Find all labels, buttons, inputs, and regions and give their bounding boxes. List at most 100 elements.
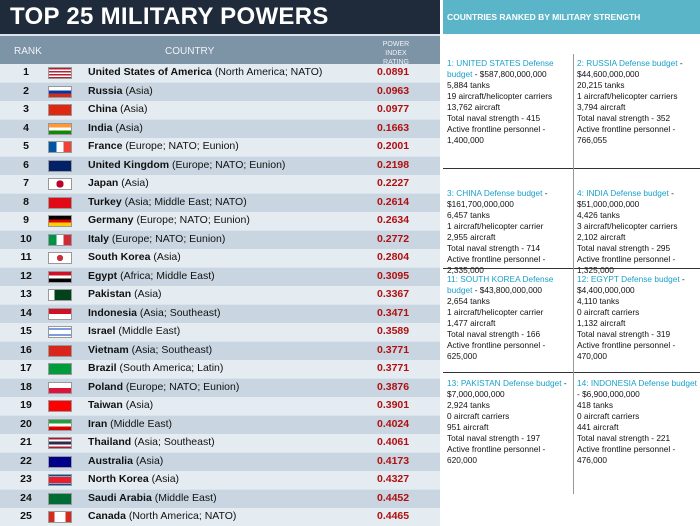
country-name: Vietnam (Asia; Southeast) (88, 343, 213, 356)
table-row: 24 Saudi Arabia (Middle East) 0.4452 (0, 489, 440, 508)
rank-number: 13 (20, 288, 32, 300)
flag-icon (48, 400, 72, 412)
flag-icon (48, 326, 72, 338)
table-row: 12 Egypt (Africa; Middle East) 0.3095 (0, 267, 440, 286)
card-stat: Active frontline personnel - (577, 340, 676, 350)
divider (443, 372, 700, 373)
card-stat: 19 aircraft/helicopter carriers (447, 91, 553, 101)
flag-icon (48, 122, 72, 135)
card-stat: 3,794 aircraft (577, 102, 626, 112)
country-name: Germany (Europe; NATO; Eunion) (88, 214, 250, 226)
rank-number: 2 (23, 84, 29, 97)
card-stat: 5,884 tanks (447, 80, 490, 90)
rank-number: 6 (23, 158, 29, 171)
table-row: 1 United States of America (North America… (0, 64, 440, 82)
card-stat: Total naval strength - 221 (577, 433, 671, 443)
country-name: Israel (Middle East) (88, 325, 181, 337)
flag-icon (48, 104, 72, 116)
card-stat: Active frontline personnel - (577, 124, 676, 134)
card-stat: 1 aircraft/helicopter carriers (577, 91, 678, 101)
rank-number: 21 (20, 436, 32, 448)
card-stat: Active frontline personnel - (447, 254, 546, 264)
card-stat: Total naval strength - 415 (447, 113, 541, 123)
flag-icon (48, 418, 72, 431)
rank-number: 19 (20, 399, 32, 411)
flag-icon (48, 307, 72, 320)
power-index-value: 0.0891 (377, 66, 410, 78)
country-name: United States of America (North America;… (88, 66, 323, 78)
card-heading: 1: UNITED STATES Defense budget - $587,8… (447, 58, 554, 79)
country-name: China (Asia) (88, 103, 148, 115)
card-stat: 620,000 (447, 455, 477, 465)
power-index-value: 0.3876 (377, 380, 410, 393)
table-row: 3 China (Asia) 0.0977 (0, 101, 440, 119)
flag-icon (48, 159, 72, 172)
table-row: 18 Poland (Europe; NATO; Eunion) 0.3876 (0, 378, 440, 397)
card-stat: 3 aircraft/helicopter carriers (577, 221, 678, 231)
card-stat: 1 aircraft/helicopter carrier (447, 221, 544, 231)
country-name: Taiwan (Asia) (88, 399, 154, 411)
card-stat: 1,477 aircraft (447, 318, 496, 328)
table-row: 4 India (Asia) 0.1663 (0, 119, 440, 138)
card-stat: Active frontline personnel - (447, 340, 546, 350)
card-stat: Total naval strength - 319 (577, 329, 671, 339)
card-stat: 1 aircraft/helicopter carrier (447, 307, 544, 317)
countries-detail-panel: COUNTRIES RANKED BY MILITARY STRENGTH 1:… (443, 0, 700, 500)
card-stat: 951 aircraft (447, 422, 489, 432)
card-stat: 0 aircraft carriers (577, 411, 640, 421)
country-card: 11: SOUTH KOREA Defense budget - $43,800… (447, 274, 571, 362)
table-row: 10 Italy (Europe; NATO; Eunion) 0.2772 (0, 230, 440, 249)
power-index-value: 0.2001 (377, 140, 410, 152)
card-stat: Total naval strength - 166 (447, 329, 541, 339)
power-index-value: 0.3771 (377, 343, 410, 356)
power-index-value: 0.3095 (377, 269, 410, 282)
power-index-value: 0.4465 (377, 510, 410, 522)
country-name: France (Europe; NATO; Eunion) (88, 140, 239, 152)
rank-number: 3 (23, 103, 29, 115)
detail-title: COUNTRIES RANKED BY MILITARY STRENGTH (443, 0, 700, 34)
country-card: 14: INDONESIA Defense budget - $6,900,00… (577, 378, 700, 466)
page-title: TOP 25 MILITARY POWERS (0, 0, 440, 34)
card-stat: Active frontline personnel - (447, 124, 546, 134)
table-row: 6 United Kingdom (Europe; NATO; Eunion) 0.… (0, 156, 440, 175)
rank-number: 5 (23, 140, 29, 152)
rank-number: 20 (20, 417, 32, 430)
country-name: Japan (Asia) (88, 177, 149, 189)
table-row: 22 Australia (Asia) 0.4173 (0, 452, 440, 471)
table-row: 21 Thailand (Asia; Southeast) 0.4061 (0, 434, 440, 452)
country-name: South Korea (Asia) (88, 251, 181, 263)
table-row: 13 Pakistan (Asia) 0.3367 (0, 286, 440, 304)
divider (443, 168, 700, 169)
card-stat: 418 tanks (577, 400, 613, 410)
power-index-value: 0.2804 (377, 251, 410, 263)
rank-number: 23 (20, 473, 32, 485)
table-row: 9 Germany (Europe; NATO; Eunion) 0.2634 (0, 212, 440, 230)
card-stat: Active frontline personnel - (447, 444, 546, 454)
table-row: 15 Israel (Middle East) 0.3589 (0, 323, 440, 341)
card-heading: 4: INDIA Defense budget - $51,000,000,00… (577, 188, 674, 209)
power-index-value: 0.2614 (377, 195, 410, 208)
card-heading: 12: EGYPT Defense budget - $4,400,000,00… (577, 274, 685, 295)
card-stat: 1,400,000 (447, 135, 484, 145)
flag-icon (48, 270, 72, 283)
rank-number: 8 (23, 195, 29, 208)
country-card: 12: EGYPT Defense budget - $4,400,000,00… (577, 274, 700, 362)
power-index-value: 0.0963 (377, 84, 410, 97)
flag-icon (48, 344, 72, 357)
divider (443, 268, 700, 269)
country-card: 13: PAKISTAN Defense budget - $7,000,000… (447, 378, 571, 466)
flag-icon (48, 233, 72, 246)
flag-icon (48, 437, 72, 449)
rankings-panel: TOP 25 MILITARY POWERS RANK COUNTRY POWE… (0, 0, 440, 526)
table-row: 19 Taiwan (Asia) 0.3901 (0, 397, 440, 415)
country-name: Italy (Europe; NATO; Eunion) (88, 232, 226, 245)
rank-number: 22 (20, 454, 32, 467)
card-stat: 470,000 (577, 351, 607, 361)
flag-icon (48, 455, 72, 468)
flag-icon (48, 252, 72, 264)
country-name: Poland (Europe; NATO; Eunion) (88, 380, 240, 393)
card-heading: 3: CHINA Defense budget - $161,700,000,0… (447, 188, 548, 209)
power-index-value: 0.4327 (377, 473, 410, 485)
power-index-value: 0.3471 (377, 306, 410, 319)
table-row: 11 South Korea (Asia) 0.2804 (0, 249, 440, 267)
